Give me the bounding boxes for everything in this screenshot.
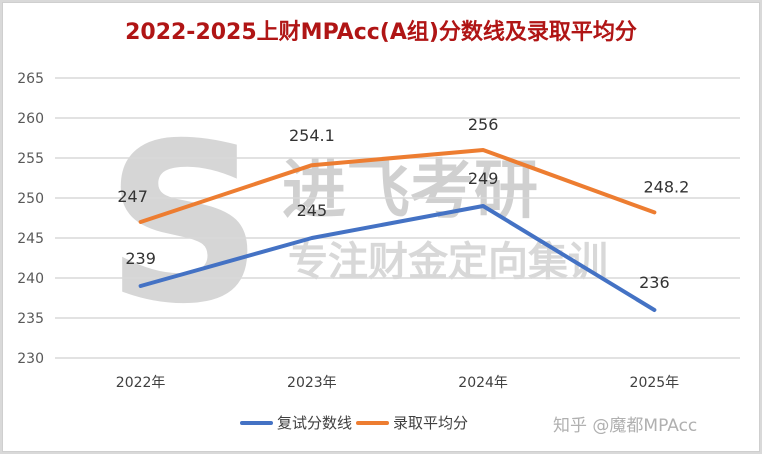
data-label: 248.2 [643,177,689,196]
legend: 复试分数线 录取平均分 [240,412,472,433]
x-tick-label: 2022年 [116,375,166,391]
legend-label: 复试分数线 [277,414,353,432]
y-tick-label: 230 [17,351,44,367]
series-lines [138,148,657,312]
data-label: 256 [468,115,499,134]
y-tick-label: 235 [17,311,44,327]
legend-swatch-orange [356,420,390,425]
watermark-s-logo: S [105,96,263,352]
data-label: 247 [117,187,148,206]
watermark-logo: S 进飞考研 专注财金定向集训 [105,96,608,352]
data-label: 249 [468,169,499,188]
legend-swatch-blue [240,420,273,425]
x-tick-label: 2023年 [287,375,337,391]
series-line[interactable] [138,204,657,312]
data-label: 245 [297,201,328,220]
grid-lines [55,77,740,359]
x-tick-label: 2024年 [458,375,508,391]
y-tick-label: 265 [17,71,44,87]
legend-item-admit-avg[interactable]: 录取平均分 [356,412,468,433]
data-label: 254.1 [289,126,335,145]
y-axis-ticks: 230 235 240 245 250 255 260 265 [17,71,44,367]
x-tick-label: 2025年 [630,375,680,391]
y-tick-label: 255 [17,151,44,167]
y-tick-label: 250 [17,191,44,207]
x-axis-ticks: 2022年 2023年 2024年 2025年 [116,375,679,391]
data-labels: 239 245 249 236 247 254.1 256 248.2 [117,115,689,292]
source-watermark: 知乎 @魔都MPAcc [553,416,698,436]
data-label: 236 [639,273,670,292]
y-tick-label: 260 [17,111,44,127]
y-tick-label: 245 [17,231,44,247]
y-tick-label: 240 [17,271,44,287]
chart-title: 2022-2025上财MPAcc(A组)分数线及录取平均分 [125,20,637,45]
legend-label: 录取平均分 [393,414,469,432]
legend-item-retest[interactable]: 复试分数线 [240,412,352,433]
data-label: 239 [125,249,156,268]
series-line[interactable] [138,148,657,224]
